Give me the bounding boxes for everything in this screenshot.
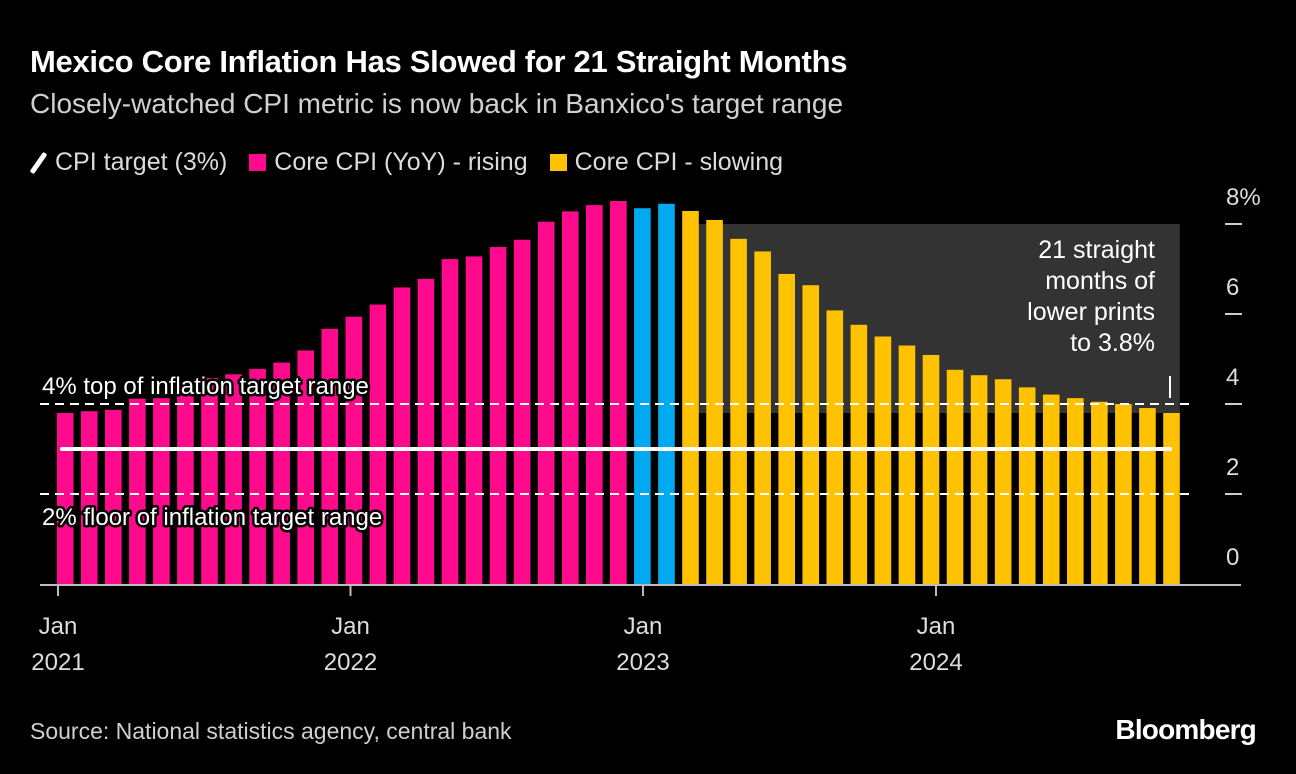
bar-jan-2024 — [946, 369, 964, 584]
bar-sep-2022 — [561, 211, 579, 584]
x-tick-label: Jan — [331, 613, 370, 640]
bar-oct-2024 — [1163, 413, 1180, 584]
y-tick-label: 0 — [1226, 544, 1239, 571]
x-tick-label: Jan — [624, 613, 663, 640]
bar-nov-2023 — [898, 345, 916, 584]
bar-aug-2022 — [537, 221, 555, 584]
bar-feb-2021 — [105, 409, 122, 584]
chart-title: Mexico Core Inflation Has Slowed for 21 … — [30, 44, 848, 79]
bar-jun-2022 — [489, 246, 507, 584]
bar-mar-2022 — [417, 278, 435, 584]
bar-feb-2024 — [970, 375, 988, 584]
bar-mar-2021 — [129, 398, 146, 584]
legend-item-rising: Core CPI (YoY) - rising — [249, 148, 528, 177]
annotation-text: months of — [1045, 267, 1155, 295]
bar-apr-2022 — [441, 259, 459, 584]
x-tick-label: 2023 — [616, 649, 669, 676]
legend-item-target: CPI target (3%) — [29, 148, 228, 177]
bar-may-2023 — [754, 251, 771, 584]
legend-label: Core CPI (YoY) - rising — [274, 148, 528, 176]
bar-nov-2022 — [610, 201, 627, 585]
bar-jul-2023 — [802, 285, 820, 584]
y-tick-label: 6 — [1226, 274, 1239, 301]
bar-dec-2023 — [922, 354, 940, 584]
x-tick-label: Jan — [39, 613, 78, 640]
bar-apr-2021 — [153, 398, 170, 584]
range-floor-label: 2% floor of inflation target range — [42, 504, 382, 531]
bar-oct-2022 — [586, 205, 603, 584]
bar-dec-2020 — [56, 413, 74, 584]
legend-label: Core CPI - slowing — [574, 148, 784, 176]
bar-jan-2023 — [658, 203, 675, 584]
source-note: Source: National statistics agency, cent… — [30, 718, 512, 744]
bar-jul-2021 — [225, 374, 242, 584]
bar-oct-2021 — [297, 350, 314, 584]
bar-mar-2023 — [706, 219, 723, 584]
x-tick-label: 2021 — [31, 649, 84, 676]
bar-aug-2021 — [249, 368, 266, 584]
bar-feb-2023 — [682, 210, 699, 584]
bar-may-2024 — [1042, 394, 1060, 584]
slowing-swatch — [549, 154, 567, 171]
bar-apr-2024 — [1018, 387, 1036, 584]
bar-dec-2022 — [634, 208, 651, 584]
bar-feb-2022 — [393, 287, 411, 584]
bar-sep-2023 — [850, 324, 868, 584]
legend-item-slowing: Core CPI - slowing — [549, 148, 784, 177]
bar-jan-2021 — [80, 411, 98, 584]
range-top-label: 4% top of inflation target range — [42, 373, 369, 400]
bar-nov-2021 — [321, 328, 339, 584]
legend-label: CPI target (3%) — [55, 148, 228, 176]
bar-mar-2024 — [994, 379, 1012, 584]
bar-jun-2024 — [1067, 398, 1084, 584]
y-tick-label: 4 — [1226, 364, 1239, 391]
x-tick-label: 2022 — [324, 649, 377, 676]
bar-jun-2023 — [778, 273, 795, 584]
bar-sep-2024 — [1139, 408, 1156, 584]
legend: CPI target (3%) Core CPI (YoY) - rising … — [29, 148, 805, 177]
bar-oct-2023 — [874, 336, 892, 584]
bar-jan-2022 — [369, 304, 387, 584]
annotation-text: lower prints — [1027, 298, 1155, 326]
bar-apr-2023 — [730, 238, 747, 584]
bar-may-2021 — [177, 387, 194, 584]
bloomberg-logo: Bloomberg — [1115, 714, 1256, 745]
chart-subtitle: Closely-watched CPI metric is now back i… — [30, 88, 844, 119]
y-tick-label: 2 — [1226, 454, 1239, 481]
x-tick-label: 2024 — [909, 649, 962, 676]
bar-jul-2022 — [513, 239, 531, 584]
rising-swatch — [249, 154, 267, 171]
annotation-text: to 3.8% — [1070, 329, 1155, 357]
y-tick-label: 8% — [1226, 184, 1261, 211]
bar-sep-2021 — [273, 362, 290, 584]
bar-jun-2021 — [201, 377, 218, 584]
x-tick-label: Jan — [917, 613, 956, 640]
bar-may-2022 — [465, 256, 483, 584]
bar-jul-2024 — [1091, 401, 1108, 584]
annotation-text: 21 straight — [1038, 236, 1155, 264]
